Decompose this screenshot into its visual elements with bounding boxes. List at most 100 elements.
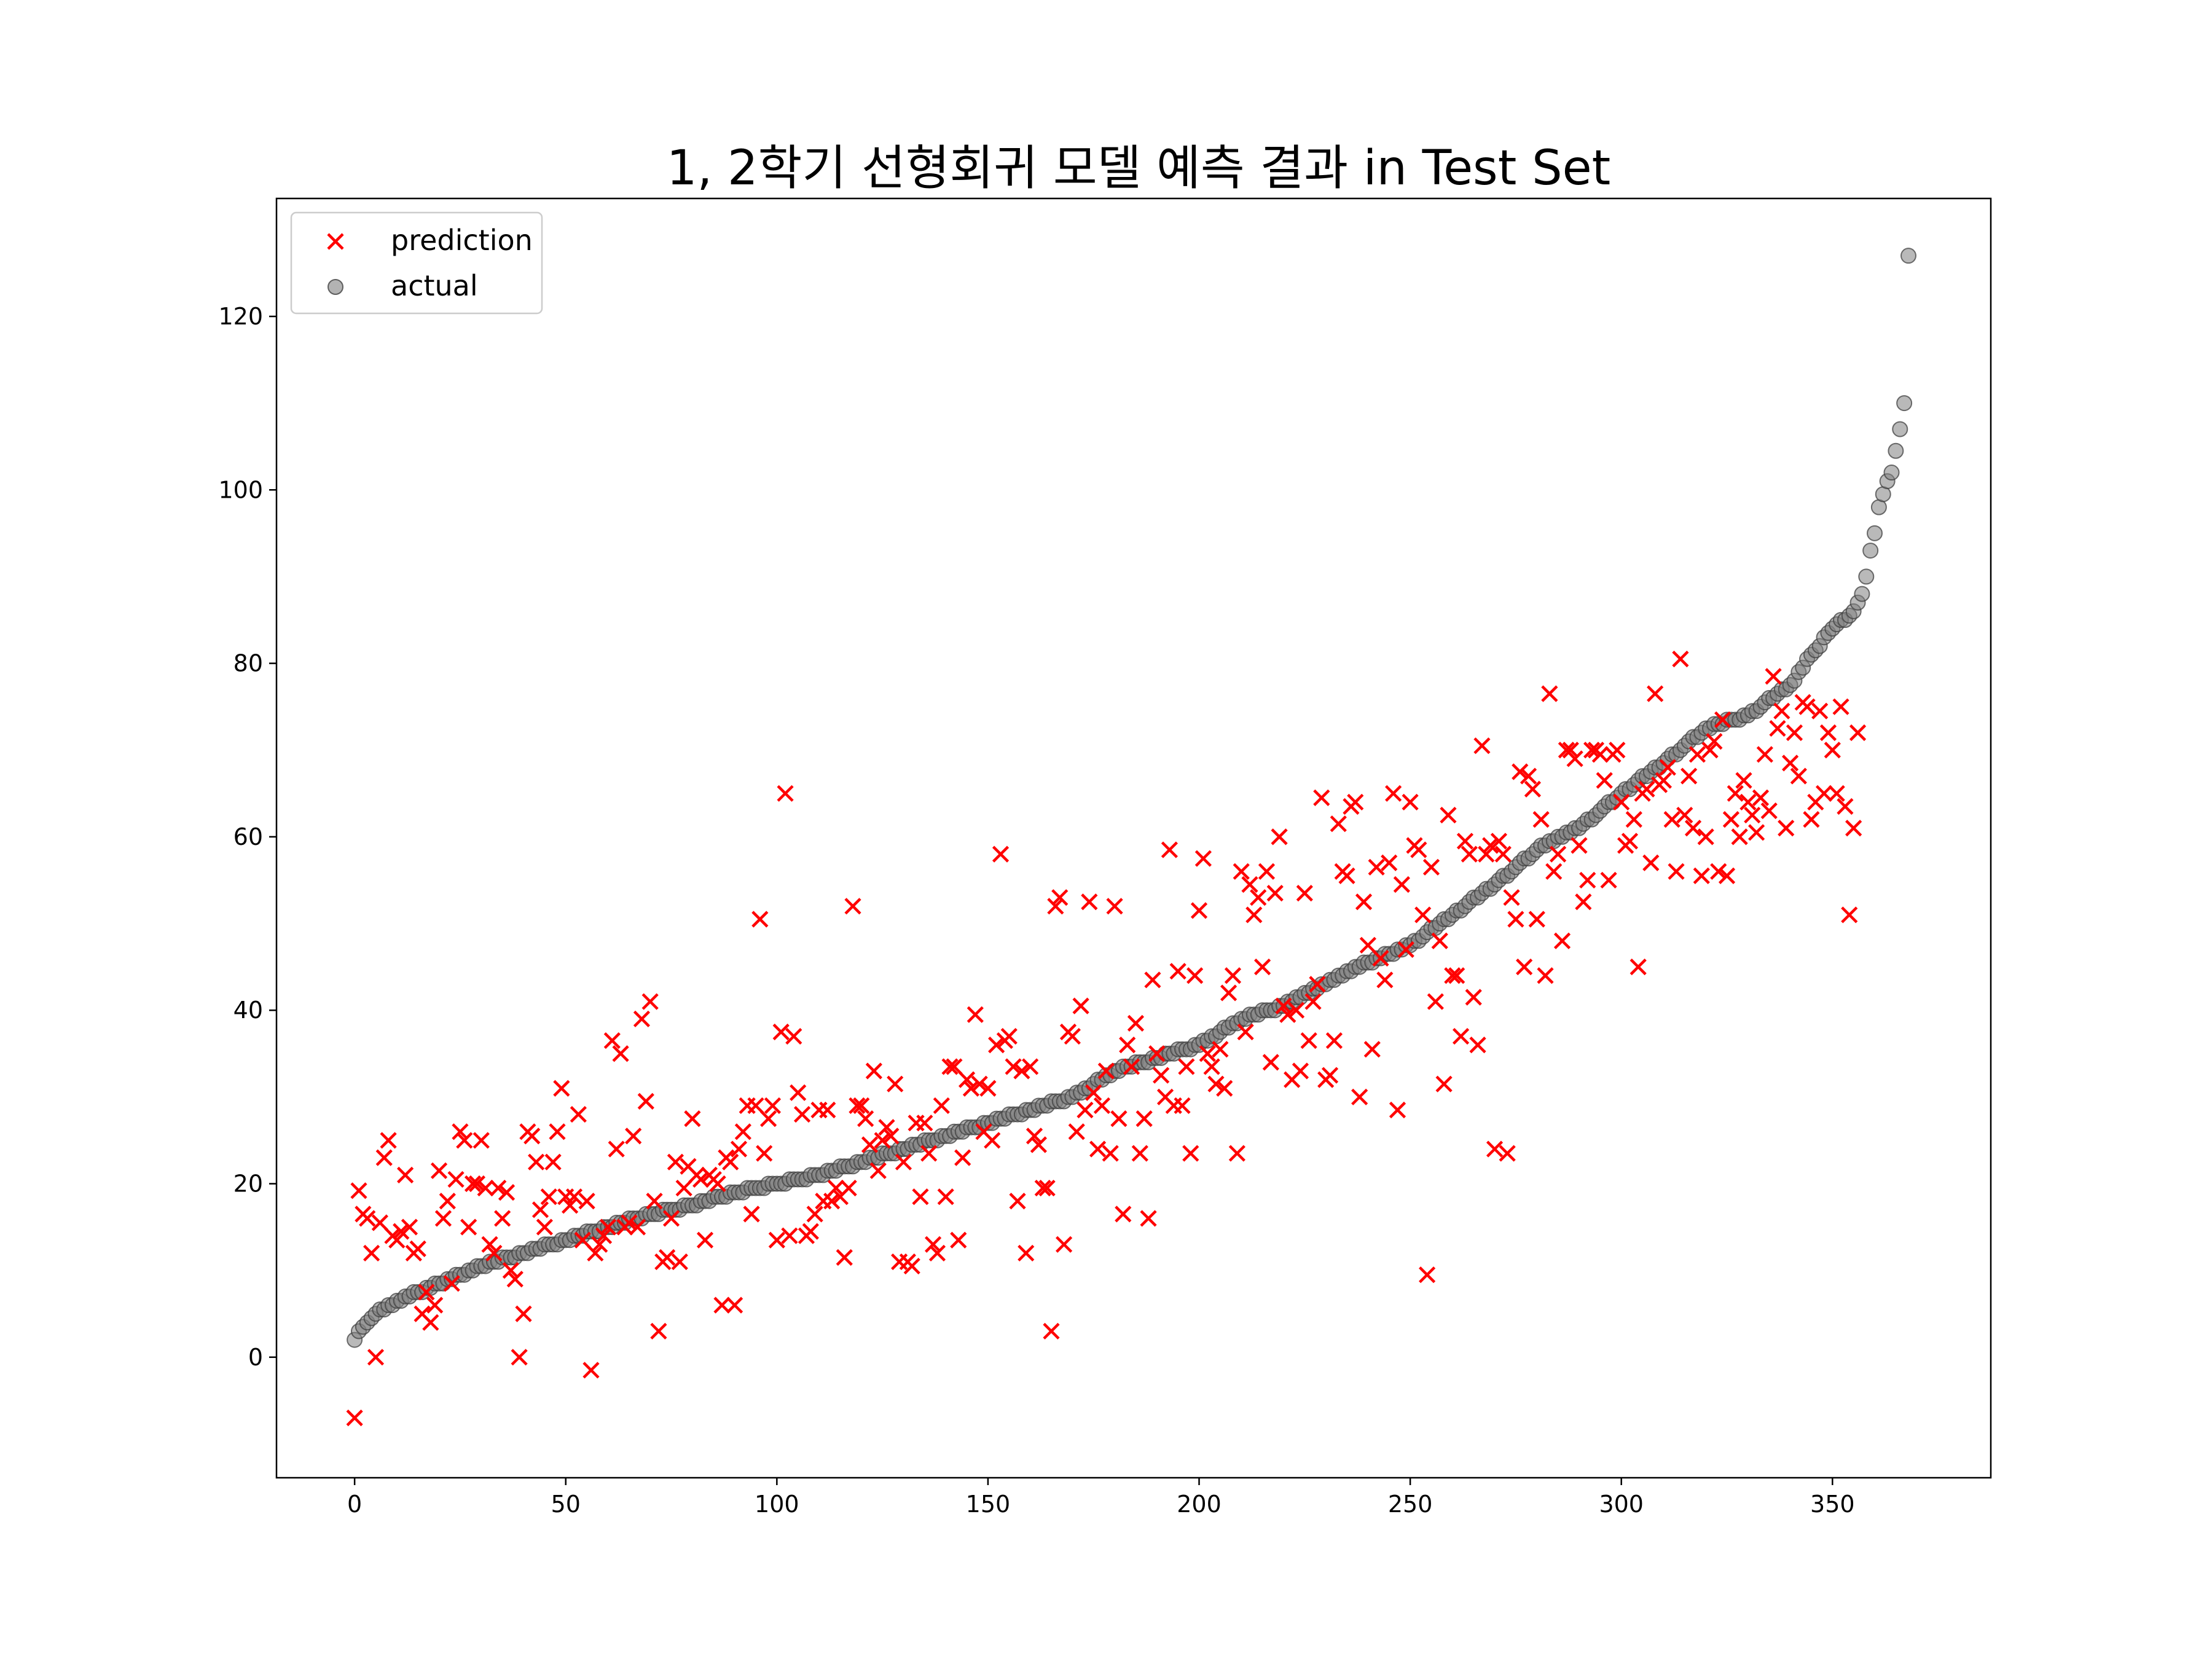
prediction-point <box>1186 967 1204 984</box>
prediction-point <box>1034 1179 1051 1197</box>
prediction-point <box>869 1162 887 1179</box>
prediction-point <box>380 1132 397 1149</box>
prediction-point <box>1351 1088 1368 1105</box>
actual-point <box>1888 442 1904 459</box>
prediction-point <box>1659 759 1676 776</box>
prediction-point <box>958 1071 976 1088</box>
prediction-point <box>1532 811 1550 828</box>
prediction-point <box>1461 845 1478 863</box>
prediction-point <box>1389 1101 1406 1119</box>
prediction-point <box>1022 1058 1039 1075</box>
prediction-point <box>1237 1023 1254 1041</box>
prediction-point <box>464 1175 482 1193</box>
actual-point <box>1896 395 1913 412</box>
legend-label-prediction: prediction <box>391 224 533 257</box>
prediction-point <box>954 1149 971 1166</box>
prediction-point <box>743 1206 760 1223</box>
prediction-point <box>1781 755 1799 772</box>
prediction-point <box>443 1275 460 1292</box>
prediction-point <box>1693 867 1710 884</box>
prediction-point <box>430 1162 448 1179</box>
prediction-point <box>1440 807 1457 824</box>
prediction-point <box>1009 1193 1026 1210</box>
prediction-point <box>675 1179 692 1197</box>
x-axis: 0 50 100 150 200 250 300 350 <box>347 1478 1855 1518</box>
prediction-point <box>933 1097 950 1115</box>
prediction-point <box>621 1214 638 1231</box>
prediction-point <box>920 1145 938 1162</box>
prediction-point <box>485 1244 503 1262</box>
prediction-series <box>346 650 1867 1427</box>
prediction-point <box>1089 1140 1107 1158</box>
prediction-point <box>849 1097 866 1115</box>
prediction-point <box>1811 702 1829 720</box>
prediction-point <box>1212 1041 1229 1058</box>
prediction-point <box>1325 1032 1343 1049</box>
x-tick-label: 200 <box>1177 1491 1222 1518</box>
prediction-point <box>477 1179 494 1197</box>
prediction-point <box>659 1249 676 1266</box>
prediction-point <box>506 1271 524 1288</box>
prediction-point <box>1056 1236 1073 1253</box>
prediction-point <box>1731 828 1748 845</box>
prediction-point <box>1786 724 1803 742</box>
prediction-point <box>531 1201 549 1218</box>
prediction-point <box>1828 785 1845 802</box>
prediction-point <box>1190 902 1208 919</box>
prediction-point <box>1600 871 1617 889</box>
prediction-point <box>1422 858 1440 876</box>
prediction-point <box>781 1227 798 1244</box>
prediction-point <box>1038 1179 1056 1197</box>
prediction-point <box>1456 833 1474 850</box>
prediction-point <box>1005 1058 1022 1075</box>
prediction-point <box>409 1240 426 1257</box>
prediction-point <box>1081 893 1098 911</box>
prediction-point <box>1448 967 1465 984</box>
prediction-point <box>1819 724 1837 742</box>
prediction-point <box>1528 911 1545 928</box>
prediction-point <box>1275 997 1292 1014</box>
prediction-point <box>1093 1097 1111 1115</box>
prediction-point <box>1494 845 1512 863</box>
y-tick-label: 0 <box>248 1344 263 1371</box>
prediction-point <box>1837 798 1854 815</box>
prediction-point <box>1304 993 1322 1010</box>
x-tick-label: 100 <box>755 1491 799 1518</box>
prediction-point <box>612 1045 629 1062</box>
prediction-point <box>916 1115 933 1132</box>
prediction-point <box>473 1132 490 1149</box>
prediction-point <box>1372 949 1389 967</box>
prediction-point <box>1697 828 1714 845</box>
prediction-point <box>549 1123 566 1140</box>
prediction-point <box>984 1132 1001 1149</box>
prediction-point <box>1402 793 1419 811</box>
prediction-point <box>1199 1045 1216 1062</box>
prediction-point <box>1363 1041 1381 1058</box>
prediction-point <box>646 1193 663 1210</box>
x-tick-label: 150 <box>966 1491 1011 1518</box>
prediction-point <box>713 1296 731 1314</box>
prediction-point <box>603 1032 621 1049</box>
prediction-point <box>1381 854 1398 871</box>
prediction-point <box>730 1140 748 1158</box>
prediction-point <box>524 1128 541 1145</box>
prediction-point <box>456 1132 473 1149</box>
prediction-point <box>1347 793 1364 811</box>
prediction-point <box>1410 841 1427 858</box>
prediction-point <box>447 1171 465 1188</box>
prediction-point <box>511 1349 528 1366</box>
prediction-point <box>1266 885 1284 902</box>
prediction-point <box>865 1062 882 1080</box>
prediction-point <box>1469 1037 1486 1054</box>
prediction-point <box>460 1218 477 1236</box>
prediction-point <box>1397 941 1414 958</box>
prediction-point <box>1849 724 1867 742</box>
prediction-point <box>772 1023 790 1041</box>
prediction-point <box>1638 780 1655 798</box>
prediction-point <box>1676 807 1693 824</box>
prediction-point <box>359 1210 376 1227</box>
prediction-point <box>1393 876 1410 893</box>
actual-point <box>1883 465 1900 481</box>
prediction-point <box>1756 746 1773 763</box>
prediction-point <box>1321 1067 1339 1084</box>
